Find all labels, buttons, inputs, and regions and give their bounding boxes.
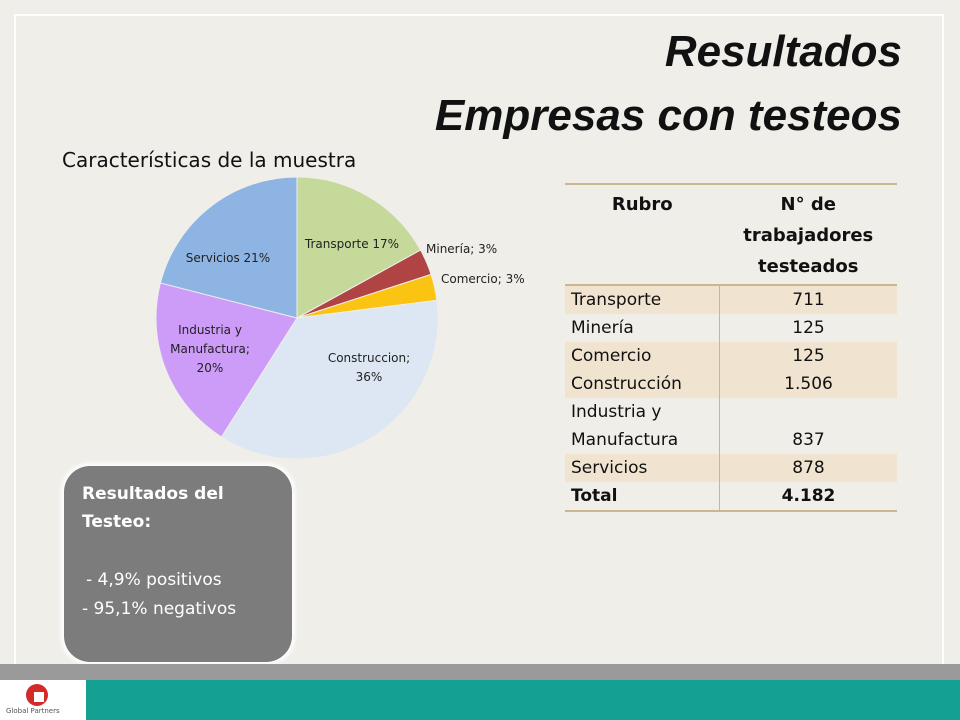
- pie-slice-label: Servicios 21%: [186, 251, 270, 265]
- cell-workers: 878: [719, 454, 897, 482]
- header-rubro: Rubro: [565, 183, 720, 286]
- pie-slice-label: Construccion; 36%: [328, 351, 410, 384]
- pie-slice: [155, 282, 298, 438]
- title-line-1: Resultados: [664, 27, 902, 76]
- cell-total-label: Total: [565, 482, 720, 512]
- cell-rubro: Transporte: [565, 285, 720, 314]
- cell-rubro: Construcción: [565, 370, 720, 398]
- table-row: Comercio 125: [565, 342, 897, 370]
- results-negative: - 95,1% negativos: [82, 599, 237, 619]
- subtitle: Características de la muestra: [62, 148, 357, 172]
- cell-workers: 1.506: [719, 370, 897, 398]
- pie-slice-label: Comercio; 3%: [441, 272, 525, 286]
- table-header-row: Rubro N° de trabajadores testeados: [565, 183, 897, 286]
- cell-workers: 125: [719, 342, 897, 370]
- cell-rubro: Industria y Manufactura: [565, 398, 720, 454]
- results-box: Resultados del Testeo: - 4,9% positivos …: [64, 466, 292, 662]
- cell-workers: 711: [719, 285, 897, 314]
- results-title: Resultados del Testeo:: [82, 484, 224, 532]
- cell-rubro: Comercio: [565, 342, 720, 370]
- table-total-row: Total 4.182: [565, 482, 897, 512]
- cell-workers: 125: [719, 314, 897, 342]
- pie-slice-label: Minería; 3%: [426, 242, 497, 256]
- header-workers: N° de trabajadores testeados: [719, 183, 897, 286]
- title-line-2: Empresas con testeos: [434, 91, 902, 140]
- spacer: [82, 536, 274, 566]
- workers-table: Rubro N° de trabajadores testeados Trans…: [565, 183, 897, 512]
- pie-slice: [159, 176, 298, 319]
- cell-rubro: Minería: [565, 314, 720, 342]
- pie-slice-label: Industria y Manufactura; 20%: [170, 323, 250, 375]
- table-row: Construcción 1.506: [565, 370, 897, 398]
- table-row: Transporte 711: [565, 285, 897, 314]
- results-positive: - 4,9% positivos: [86, 570, 222, 590]
- footer-teal-bar: [0, 680, 960, 720]
- table-row: Industria y Manufactura 837: [565, 398, 897, 454]
- pie-slice: [220, 299, 439, 460]
- cell-workers: 837: [719, 398, 897, 454]
- table-row: Minería 125: [565, 314, 897, 342]
- pie-slice: [296, 176, 422, 319]
- logo-mark-icon: [26, 684, 48, 706]
- cell-rubro: Servicios: [565, 454, 720, 482]
- table-row: Servicios 878: [565, 454, 897, 482]
- cell-total-value: 4.182: [719, 482, 897, 512]
- logo-text: Global Partners: [6, 707, 60, 715]
- footer-grey-bar: [0, 664, 960, 680]
- pie-slice-label: Transporte 17%: [304, 237, 399, 251]
